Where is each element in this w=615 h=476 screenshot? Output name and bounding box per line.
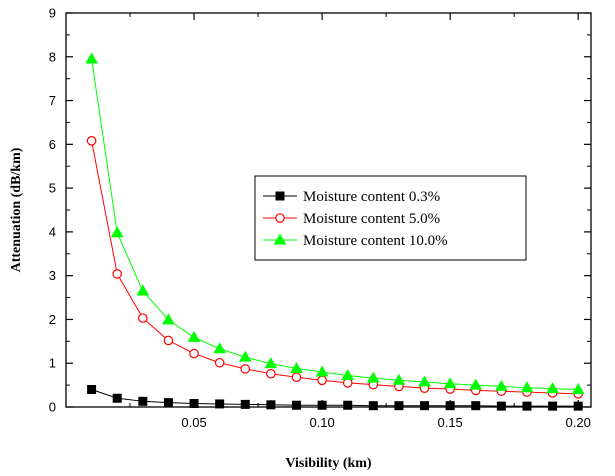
data-point bbox=[215, 399, 225, 409]
data-point bbox=[238, 350, 252, 362]
series-layer bbox=[85, 52, 585, 411]
data-point bbox=[264, 357, 278, 369]
data-point bbox=[266, 400, 276, 410]
series-1 bbox=[87, 384, 583, 411]
data-point bbox=[522, 401, 532, 411]
data-point bbox=[213, 342, 227, 354]
legend-label: Moisture content 10.0% bbox=[303, 233, 448, 249]
series-3 bbox=[85, 52, 585, 394]
axis-ticks: 0 1 2 3 4 5 6 7 8 9 0.05 0.10 0.15 0.20 bbox=[49, 6, 591, 430]
data-point bbox=[496, 401, 506, 411]
data-point bbox=[240, 364, 251, 374]
data-point bbox=[189, 348, 199, 359]
data-point bbox=[342, 378, 353, 388]
y-tick-label: 8 bbox=[49, 49, 56, 64]
y-tick-label: 1 bbox=[49, 356, 56, 371]
data-point bbox=[85, 52, 98, 64]
y-tick-label: 4 bbox=[49, 224, 56, 239]
y-tick-label: 0 bbox=[49, 400, 56, 415]
legend-label: Moisture content 0.3% bbox=[303, 189, 440, 205]
data-point bbox=[520, 381, 534, 393]
x-tick-label: 0.15 bbox=[437, 415, 462, 430]
y-tick-label: 7 bbox=[49, 93, 56, 108]
data-point bbox=[136, 284, 150, 296]
y-axis-label: Attenuation (dB/km) bbox=[9, 147, 24, 272]
data-point bbox=[112, 269, 123, 279]
data-point bbox=[189, 398, 199, 408]
data-point bbox=[317, 400, 327, 410]
data-point bbox=[392, 373, 406, 385]
data-point bbox=[291, 372, 302, 383]
legend-box bbox=[254, 175, 527, 261]
x-tick-label: 0.20 bbox=[566, 415, 591, 430]
legend-item: Moisture content 5.0% bbox=[263, 211, 440, 227]
data-point bbox=[368, 401, 378, 411]
legend-item: Moisture content 0.3% bbox=[263, 189, 440, 205]
data-point bbox=[240, 399, 250, 409]
data-point bbox=[341, 368, 355, 380]
data-point bbox=[394, 401, 404, 411]
x-tick-label: 0.10 bbox=[309, 415, 334, 430]
data-point bbox=[471, 401, 481, 411]
legend-item: Moisture content 10.0% bbox=[263, 233, 448, 249]
legend-label: Moisture content 5.0% bbox=[303, 211, 440, 227]
data-point bbox=[418, 375, 431, 387]
data-point bbox=[87, 384, 97, 394]
data-point bbox=[317, 375, 327, 386]
x-tick-label: 0.05 bbox=[181, 415, 206, 430]
data-point bbox=[343, 400, 353, 410]
legend: Moisture content 0.3% Moisture content 5.… bbox=[254, 175, 527, 261]
y-tick-label: 3 bbox=[49, 268, 56, 283]
data-point bbox=[163, 398, 173, 408]
data-point bbox=[291, 400, 301, 410]
data-point bbox=[443, 377, 457, 389]
y-tick-label: 5 bbox=[49, 181, 56, 196]
data-point bbox=[214, 357, 225, 368]
data-point bbox=[138, 313, 148, 323]
data-point bbox=[163, 335, 174, 346]
y-tick-label: 2 bbox=[49, 312, 56, 327]
data-point bbox=[162, 313, 175, 325]
legend-marker bbox=[275, 213, 285, 223]
data-point bbox=[548, 401, 558, 411]
y-tick-label: 9 bbox=[49, 6, 56, 21]
data-point bbox=[445, 401, 455, 411]
data-point bbox=[546, 382, 559, 394]
data-point bbox=[469, 378, 483, 390]
legend-marker bbox=[275, 191, 285, 201]
data-point bbox=[573, 401, 583, 411]
data-point bbox=[138, 396, 148, 406]
x-axis-label: Visibility (km) bbox=[285, 456, 372, 471]
data-point bbox=[494, 379, 508, 391]
data-point bbox=[571, 382, 585, 394]
legend-marker bbox=[273, 233, 287, 245]
data-point bbox=[187, 330, 201, 342]
data-point bbox=[86, 136, 97, 146]
data-point bbox=[315, 365, 329, 377]
data-point bbox=[366, 371, 380, 383]
data-point bbox=[266, 368, 276, 379]
data-point bbox=[112, 393, 122, 403]
data-point bbox=[420, 401, 430, 411]
y-tick-label: 6 bbox=[49, 137, 56, 152]
data-point bbox=[110, 226, 124, 238]
data-point bbox=[290, 361, 303, 373]
